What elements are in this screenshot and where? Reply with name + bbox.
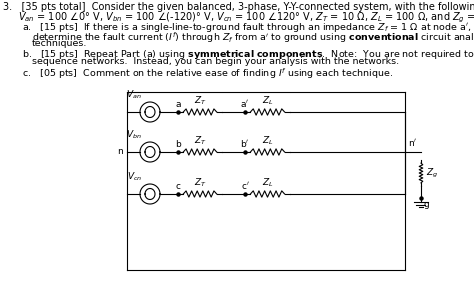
Text: $V_{cn}$: $V_{cn}$ — [127, 170, 142, 183]
Text: n$'$: n$'$ — [408, 137, 418, 148]
Text: sequence networks.  Instead, you can begin your analysis with the networks.: sequence networks. Instead, you can begi… — [32, 57, 399, 66]
Text: $Z_L$: $Z_L$ — [262, 177, 273, 189]
Text: g: g — [424, 200, 430, 209]
Text: a.   [15 pts]  If there is a single-line-to-ground fault through an impedance $Z: a. [15 pts] If there is a single-line-to… — [22, 21, 472, 34]
Text: $V_{an}$ = 100 $\angle$0° V, $V_{bn}$ = 100 $\angle$(-120)° V, $V_{cn}$ = 100 $\: $V_{an}$ = 100 $\angle$0° V, $V_{bn}$ = … — [18, 11, 474, 26]
Text: n: n — [117, 148, 123, 156]
Text: $Z_T$: $Z_T$ — [194, 135, 206, 147]
Text: c$'$: c$'$ — [241, 180, 249, 191]
Text: $Z_T$: $Z_T$ — [194, 177, 206, 189]
Text: techniques.: techniques. — [32, 39, 87, 48]
Text: $Z_g$: $Z_g$ — [426, 166, 438, 180]
Text: c: c — [175, 182, 181, 191]
Text: $V_{an}$: $V_{an}$ — [127, 88, 142, 101]
Text: b$'$: b$'$ — [240, 138, 250, 149]
Text: determine the fault current ($I^f$) through $Z_f$ from a$'$ to ground using $\ma: determine the fault current ($I^f$) thro… — [32, 30, 474, 44]
Text: b.   [15 pts]  Repeat Part (a) using $\mathbf{symmetrical\ components}$.  Note: : b. [15 pts] Repeat Part (a) using $\math… — [22, 48, 474, 61]
Text: $V_{bn}$: $V_{bn}$ — [126, 129, 142, 141]
Text: $Z_L$: $Z_L$ — [262, 135, 273, 147]
Text: c.   [05 pts]  Comment on the relative ease of finding $I^f$ using each techniqu: c. [05 pts] Comment on the relative ease… — [22, 66, 393, 81]
Text: $Z_L$: $Z_L$ — [262, 94, 273, 107]
Text: b: b — [175, 140, 181, 149]
Text: $Z_T$: $Z_T$ — [194, 94, 206, 107]
Text: a$'$: a$'$ — [240, 98, 250, 109]
Text: 3.   [35 pts total]  Consider the given balanced, 3-phase, Y-Y-connected system,: 3. [35 pts total] Consider the given bal… — [3, 2, 474, 12]
Text: a: a — [175, 100, 181, 109]
